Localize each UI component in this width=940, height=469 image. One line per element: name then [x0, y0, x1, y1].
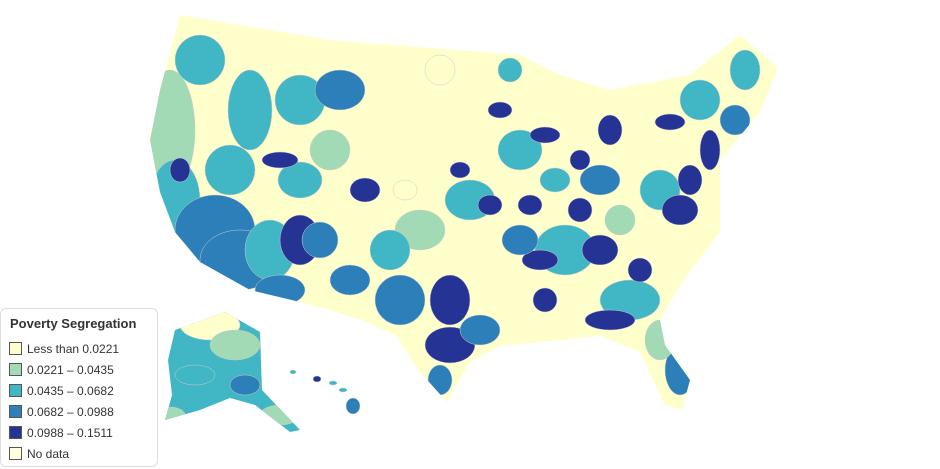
region	[459, 314, 501, 346]
legend-swatch	[9, 426, 22, 439]
region	[277, 161, 323, 199]
region	[314, 69, 366, 111]
region	[209, 329, 261, 361]
legend-label: 0.0988 – 0.1511	[27, 426, 113, 440]
legend-item: 0.0682 – 0.0988	[9, 405, 114, 421]
region	[329, 264, 371, 296]
region	[174, 364, 216, 386]
region	[497, 129, 543, 171]
legend-item: 0.0221 – 0.0435	[9, 363, 114, 379]
legend-label: 0.0221 – 0.0435	[27, 363, 114, 377]
region	[369, 229, 411, 271]
legend-swatch	[9, 363, 22, 376]
region	[312, 375, 322, 383]
region	[165, 406, 186, 424]
region	[627, 257, 653, 283]
region	[729, 49, 761, 91]
legend-item: Less than 0.0221	[9, 342, 119, 358]
region	[261, 151, 299, 169]
region	[567, 197, 593, 223]
legend-item: 0.0988 – 0.1511	[9, 426, 113, 442]
region	[497, 57, 523, 83]
region	[169, 157, 191, 183]
region	[532, 287, 558, 313]
region	[521, 249, 559, 271]
region	[254, 274, 306, 306]
region	[338, 387, 348, 393]
region	[661, 194, 699, 226]
region	[427, 364, 453, 396]
region	[597, 114, 623, 146]
region	[679, 79, 721, 121]
region	[328, 380, 338, 386]
region	[289, 369, 297, 375]
region	[345, 397, 361, 415]
region	[699, 129, 721, 171]
region	[301, 221, 339, 259]
region	[374, 274, 426, 326]
legend-label: 0.0435 – 0.0682	[27, 384, 114, 398]
legend-swatch	[9, 342, 22, 355]
legend-title: Poverty Segregation	[10, 316, 137, 331]
region	[644, 319, 676, 361]
region	[719, 104, 751, 136]
region	[604, 204, 636, 236]
region	[309, 129, 351, 171]
region	[487, 101, 513, 119]
region	[569, 149, 591, 171]
region	[204, 144, 256, 196]
region	[584, 309, 636, 331]
legend-swatch	[9, 447, 22, 460]
region	[654, 113, 686, 131]
legend-label: 0.0682 – 0.0988	[27, 405, 114, 419]
legend-item: 0.0435 – 0.0682	[9, 384, 114, 400]
region	[449, 161, 471, 179]
legend-swatch	[9, 405, 22, 418]
legend-label: No data	[27, 447, 70, 461]
region	[501, 224, 539, 256]
region	[229, 374, 261, 396]
region	[539, 167, 571, 193]
legend: Poverty Segregation Less than 0.0221 0.02…	[0, 308, 158, 467]
region	[259, 404, 300, 426]
region	[579, 164, 621, 196]
region	[677, 164, 703, 196]
region	[174, 34, 226, 86]
region	[429, 274, 471, 326]
legend-label: Less than 0.0221	[27, 342, 120, 356]
region	[424, 54, 456, 86]
region	[477, 194, 503, 216]
alaska	[165, 312, 300, 432]
region	[392, 179, 418, 201]
hawaii	[289, 369, 361, 415]
region	[227, 69, 273, 151]
legend-item: No data	[9, 447, 69, 463]
legend-swatch	[9, 384, 22, 397]
region	[349, 177, 381, 203]
region	[581, 234, 619, 266]
region	[529, 126, 561, 144]
region	[517, 194, 543, 216]
